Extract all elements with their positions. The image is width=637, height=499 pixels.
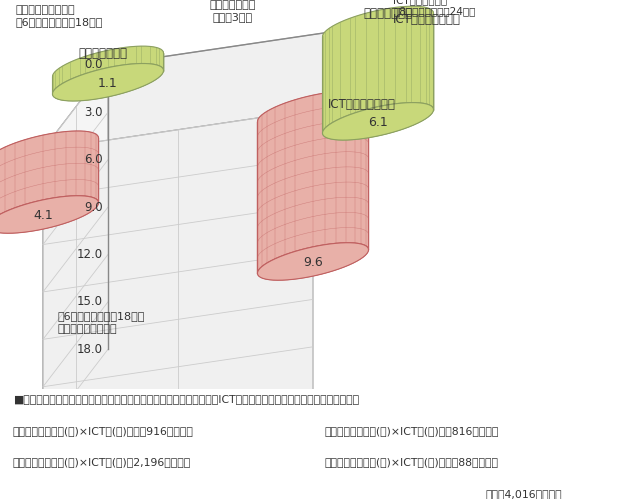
Text: 効果測定スコア
（合訜3点）: 効果測定スコア （合訜3点） [210, 0, 256, 21]
Text: 6.1: 6.1 [368, 116, 388, 129]
Polygon shape [0, 131, 99, 227]
Polygon shape [52, 63, 164, 101]
Text: 9.6: 9.6 [303, 256, 323, 269]
Polygon shape [0, 131, 99, 169]
Text: 【左前】効果測定(低)×ICT化(低)：2,196サンプル: 【左前】効果測定(低)×ICT化(低)：2,196サンプル [13, 457, 191, 467]
Polygon shape [52, 53, 164, 101]
Text: 効果測定（高）: 効果測定（高） [364, 7, 413, 20]
Text: ICT化進展スコア
（8カテゴリ、合訜24点）: ICT化進展スコア （8カテゴリ、合訜24点） [393, 0, 475, 16]
Polygon shape [322, 13, 434, 140]
Text: 【右前】効果測定(高)×ICT化(低)：　　88サンプル: 【右前】効果測定(高)×ICT化(低)： 88サンプル [325, 457, 499, 467]
Polygon shape [0, 196, 99, 233]
Polygon shape [257, 243, 369, 280]
Text: 効果測定（低）: 効果測定（低） [78, 47, 127, 60]
Polygon shape [43, 25, 378, 150]
Text: 15.0: 15.0 [77, 295, 103, 308]
Text: 【右奥】効果測定(高)×ICT化(高)：　816サンプル: 【右奥】効果測定(高)×ICT化(高)： 816サンプル [325, 426, 499, 436]
Text: 4.1: 4.1 [33, 210, 53, 223]
Polygon shape [322, 103, 434, 140]
Text: 経営改善効果スコア: 経営改善効果スコア [58, 324, 118, 334]
Polygon shape [52, 46, 164, 94]
Text: ICT化の進展（高）: ICT化の進展（高） [328, 98, 396, 111]
Text: ■各グラフの値は下記の４分類の組み合わせにそれぞれに当てはまるICT貢献により利益が増加したという回答割合: ■各グラフの値は下記の４分類の組み合わせにそれぞれに当てはまるICT貢献により利… [13, 394, 359, 404]
Polygon shape [43, 65, 108, 434]
Polygon shape [257, 98, 369, 280]
Text: 6.0: 6.0 [84, 153, 103, 166]
Text: 0.0: 0.0 [85, 58, 103, 71]
Text: 3.0: 3.0 [85, 106, 103, 119]
Polygon shape [322, 6, 434, 44]
Text: ICT化の進展（低）: ICT化の進展（低） [393, 13, 461, 26]
Polygon shape [0, 138, 99, 233]
Text: 12.0: 12.0 [77, 248, 103, 261]
Polygon shape [322, 6, 434, 134]
Text: 【左奥】効果測定(低)×ICT化(高)：　　916サンプル: 【左奥】効果測定(低)×ICT化(高)： 916サンプル [13, 426, 194, 436]
Polygon shape [43, 110, 313, 434]
Text: （6カテゴリ、合記18点）: （6カテゴリ、合記18点） [58, 311, 145, 321]
Polygon shape [257, 91, 369, 129]
Polygon shape [257, 91, 369, 273]
Text: 経営改善効果スコア
（6カテゴリ、合記18点）: 経営改善効果スコア （6カテゴリ、合記18点） [15, 5, 103, 26]
Text: 9.0: 9.0 [84, 201, 103, 214]
Text: 1.1: 1.1 [98, 77, 118, 90]
Text: 18.0: 18.0 [77, 343, 103, 356]
Polygon shape [52, 46, 164, 84]
Text: 合計：4,016サンプル: 合計：4,016サンプル [485, 489, 562, 499]
